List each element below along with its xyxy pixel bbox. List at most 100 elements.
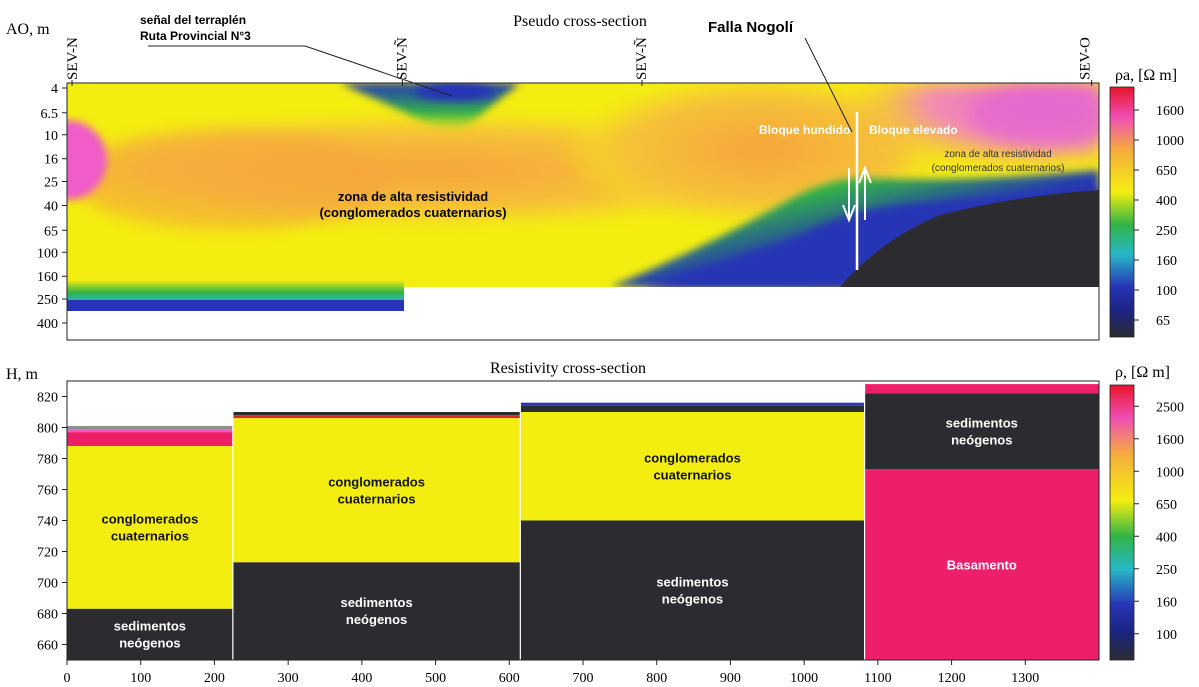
label-zona-alta-right: zona de alta resistividad <box>944 149 1051 160</box>
layer-block <box>67 425 233 430</box>
colorbar-tick-label: 400 <box>1156 194 1177 209</box>
resistivity-section-title: Resistivity cross-section <box>490 360 646 377</box>
layer-block <box>232 418 521 563</box>
y-tick-label: 680 <box>37 608 58 623</box>
resistivity-layers <box>67 384 1099 660</box>
y-tick-label: 10 <box>44 129 58 144</box>
layer-block <box>67 432 233 447</box>
x-tick-label: 1300 <box>1011 671 1039 686</box>
y-tick-label: 760 <box>37 484 58 499</box>
colorbar-tick-label: 650 <box>1156 164 1177 179</box>
colorbar-tick-label: 65 <box>1156 314 1170 329</box>
annotation-falla-nogoli: Falla Nogolí <box>708 19 794 36</box>
x-tick-label: 300 <box>278 671 299 686</box>
resistivity-colorbar-label: ρ, [Ω m] <box>1115 364 1170 381</box>
x-tick-label: 900 <box>720 671 741 686</box>
layer-block <box>520 402 865 406</box>
y-tick-label: 780 <box>37 453 58 468</box>
colorbar-tick-label: 160 <box>1156 595 1177 610</box>
x-tick-label: 1000 <box>790 671 818 686</box>
y-tick-label: 40 <box>44 200 58 215</box>
layer-label: sedimentos <box>114 618 186 633</box>
y-tick-label: 6.5 <box>41 107 59 122</box>
colorbar-tick-label: 250 <box>1156 563 1177 578</box>
layer-label: sedimentos <box>340 595 412 610</box>
x-tick-label: 200 <box>204 671 225 686</box>
layer-label: conglomerados <box>328 474 425 489</box>
y-tick-label: 700 <box>37 577 58 592</box>
layer-label: conglomerados <box>644 450 741 465</box>
resistivity-x-ticks: 0 100 200 300 400 500 600 700 800 900 1000 1100 1200… <box>64 660 1039 686</box>
resistivity-colorbar-ticks: 2500 1600 1000 650 400 250 160 100 <box>1134 400 1184 643</box>
colorbar-tick-label: 1000 <box>1156 134 1184 149</box>
layer-label: neógenos <box>662 591 723 606</box>
x-tick-label: 800 <box>646 671 667 686</box>
pseudo-colorbar-ticks: 1600 1000 650 400 250 160 100 65 <box>1134 104 1184 329</box>
station-labels: SEV-N SEV-Ñ SEV-Ñ SEV-O <box>65 37 1094 86</box>
layer-block <box>67 429 233 433</box>
colorbar-tick-label: 160 <box>1156 254 1177 269</box>
annotation-terraplen: señal del terraplén <box>140 13 246 27</box>
y-tick-label: 16 <box>44 153 58 168</box>
pseudo-section-ylabel: AO, m <box>6 21 50 38</box>
colorbar-tick-label: 250 <box>1156 224 1177 239</box>
colorbar-tick-label: 1600 <box>1156 104 1184 119</box>
x-tick-label: 0 <box>64 671 71 686</box>
x-tick-label: 1200 <box>938 671 966 686</box>
pseudo-colorbar <box>1109 86 1135 338</box>
y-tick-label: 4 <box>51 82 58 97</box>
x-tick-label: 1100 <box>864 671 891 686</box>
x-tick-label: 600 <box>499 671 520 686</box>
layer-label: cuaternarios <box>653 467 731 482</box>
station-label: SEV-Ñ <box>634 37 650 80</box>
y-tick-label: 25 <box>44 176 58 191</box>
label-bloque-elevado: Bloque elevado <box>869 123 958 137</box>
layer-block <box>864 393 1099 470</box>
falla-leader <box>804 37 853 133</box>
annotation-terraplen-line2: Ruta Provincial N°3 <box>140 29 251 43</box>
layer-block <box>520 405 865 412</box>
y-tick-label: 400 <box>37 317 58 332</box>
station-label: SEV-N <box>65 37 81 80</box>
layer-label: cuaternarios <box>111 528 189 543</box>
pseudo-section-title: Pseudo cross-section <box>513 13 647 30</box>
resistivity-y-ticks: 820 800 780 760 740 720 700 680 660 <box>37 391 67 654</box>
y-tick-label: 820 <box>37 391 58 406</box>
layer-label: sedimentos <box>946 415 1018 430</box>
resistivity-colorbar <box>1109 384 1135 661</box>
pseudo-section-field <box>67 83 1099 340</box>
layer-label: cuaternarios <box>338 491 416 506</box>
layer-block <box>232 415 521 419</box>
layer-label: neógenos <box>951 432 1012 447</box>
colorbar-tick-label: 2500 <box>1156 400 1184 415</box>
colorbar-tick-label: 400 <box>1156 530 1177 545</box>
resistivity-layer-labels: conglomerados cuaternarios sedimentos neóge… <box>102 415 1018 650</box>
pseudo-colorbar-label: ρa, [Ω m] <box>1115 67 1177 84</box>
colorbar-tick-label: 100 <box>1156 628 1177 643</box>
layer-block <box>67 608 233 660</box>
station-label: SEV-Ñ <box>394 37 410 80</box>
layer-block <box>520 520 865 660</box>
layer-block <box>67 446 233 609</box>
layer-label: neógenos <box>346 612 407 627</box>
y-tick-label: 740 <box>37 515 58 530</box>
layer-label: sedimentos <box>656 574 728 589</box>
label-zona-alta-center: zona de alta resistividad <box>338 189 488 204</box>
x-tick-label: 700 <box>573 671 594 686</box>
resistivity-section-ylabel: H, m <box>6 366 39 383</box>
label-bloque-hundido: Bloque hundido <box>759 123 850 137</box>
layer-block <box>232 412 521 416</box>
station-label: SEV-O <box>1078 37 1094 80</box>
label-zona-alta-center-line2: (conglomerados cuaternarios) <box>319 205 506 220</box>
layer-block <box>520 412 865 521</box>
pseudo-section-panel: Pseudo cross-section AO, m SEV-N SEV-Ñ SEV… <box>6 13 1184 341</box>
layer-label: conglomerados <box>102 511 199 526</box>
layer-label: Basamento <box>947 558 1017 573</box>
y-tick-label: 100 <box>37 246 58 261</box>
resistivity-section-panel: Resistivity cross-section H, m 820 800 780… <box>6 360 1184 686</box>
y-tick-label: 660 <box>37 639 58 654</box>
y-tick-label: 160 <box>37 270 58 285</box>
y-tick-label: 800 <box>37 422 58 437</box>
colorbar-tick-label: 1000 <box>1156 465 1184 480</box>
